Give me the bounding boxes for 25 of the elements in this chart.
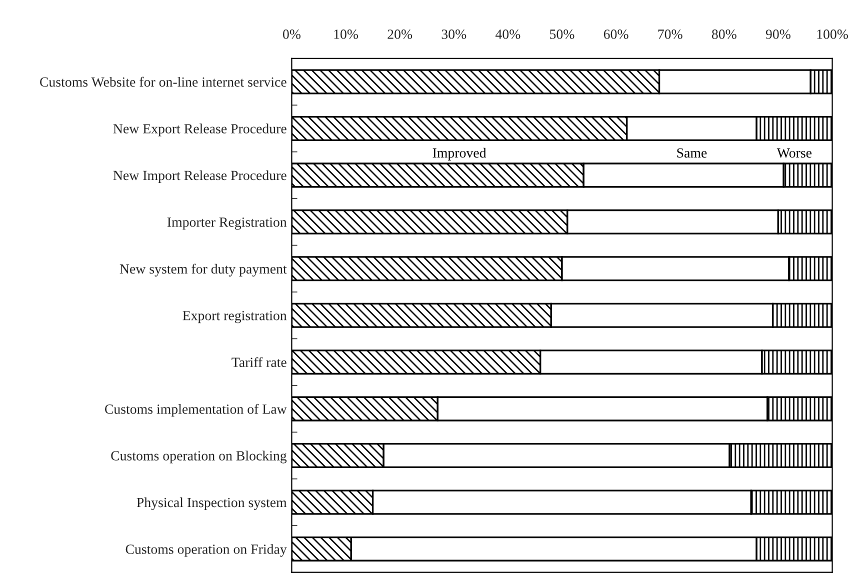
series-label: Worse [776, 148, 812, 158]
x-tick-label: 0% [282, 30, 301, 39]
x-tick-label: 60% [604, 30, 628, 39]
y-tick-label: Export registration [182, 310, 287, 324]
x-tick-label: 20% [388, 30, 412, 39]
y-tick-label: Customs operation on Friday [126, 544, 287, 557]
y-tick-label: New system for duty payment [120, 264, 287, 277]
x-tick-label: 50% [550, 30, 574, 39]
x-tick-label: 40% [495, 30, 520, 39]
y-tick-label: New Import Release Procedure [113, 170, 286, 183]
series-label: Same [677, 148, 707, 158]
y-tick-label: Customs implementation of Law [104, 404, 287, 417]
y-tick-label: Customs operation on Blocking [111, 450, 287, 464]
x-tick-label: 80% [712, 30, 736, 39]
y-tick-label: New Export Release Procedure [113, 124, 286, 136]
y-tick-label: Physical Inspection system [136, 497, 287, 510]
x-tick-label: 100% [817, 30, 848, 39]
x-tick-label: 90% [766, 30, 790, 39]
x-tick-label: 10% [334, 30, 358, 39]
y-tick-label: Customs Website for on-line internet service [40, 76, 286, 87]
x-tick-label: 30% [442, 30, 466, 39]
y-tick-label: Tariff rate [232, 357, 286, 368]
x-tick-label: 70% [658, 30, 682, 39]
series-label: Improved [432, 148, 486, 160]
y-tick-label: Importer Registration [167, 218, 287, 230]
